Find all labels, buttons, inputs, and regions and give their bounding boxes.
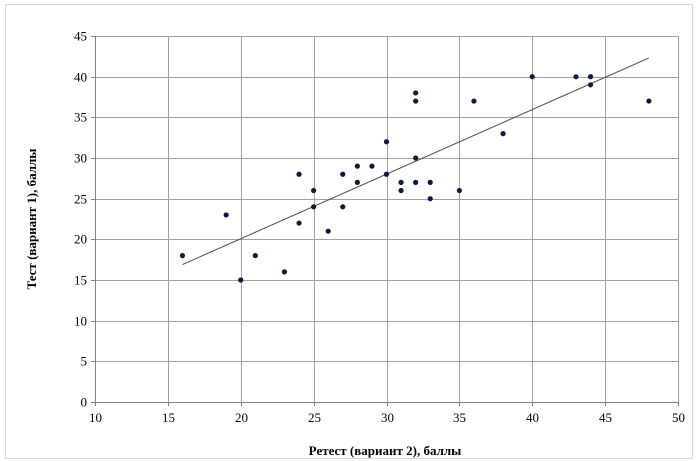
- data-point: [398, 187, 404, 194]
- data-point: [369, 163, 375, 169]
- data-point: [296, 220, 302, 226]
- data-point: [413, 90, 419, 96]
- y-tick-label: 15: [74, 273, 87, 288]
- y-tick-label: 35: [74, 110, 87, 125]
- y-tick-label: 45: [74, 29, 87, 44]
- x-tick-label: 10: [89, 410, 102, 425]
- data-point: [471, 98, 477, 104]
- trendline: [182, 57, 650, 266]
- data-point: [223, 212, 229, 218]
- data-point: [456, 187, 462, 194]
- data-point: [354, 163, 360, 169]
- data-points: [179, 74, 652, 283]
- trendline-layer: [182, 57, 650, 266]
- tick-labels: 0 5 10 15 20 25 30 35 40 45 10 15 20 25 30 35 40 45 50: [74, 29, 685, 426]
- data-point: [587, 82, 594, 88]
- data-point: [500, 131, 506, 137]
- data-point: [354, 179, 360, 185]
- data-point: [179, 253, 186, 259]
- x-tick-label: 50: [672, 410, 685, 425]
- data-point: [340, 204, 346, 210]
- x-tick-label: 35: [453, 410, 466, 425]
- data-point: [383, 171, 390, 177]
- data-point: [238, 277, 244, 283]
- data-point: [573, 74, 579, 80]
- axis-layer: [91, 36, 679, 406]
- data-point: [427, 196, 433, 202]
- x-tick-label: 25: [308, 410, 321, 425]
- chart-frame: [5, 4, 693, 459]
- data-point: [296, 171, 302, 177]
- x-tick-label: 20: [235, 410, 248, 425]
- data-point: [383, 139, 390, 145]
- data-point: [252, 253, 258, 259]
- x-tick-label: 15: [162, 410, 175, 425]
- data-point: [646, 98, 652, 104]
- y-tick-label: 20: [74, 232, 87, 247]
- x-axis-title: Ретест (вариант 2), баллы: [309, 443, 462, 458]
- y-tick-label: 5: [81, 354, 88, 369]
- y-tick-label: 0: [81, 395, 88, 410]
- y-tick-label: 30: [74, 151, 87, 166]
- y-tick-label: 10: [74, 314, 87, 329]
- data-point: [398, 179, 404, 185]
- y-axis-title: Тест (вариант 1), баллы: [24, 149, 39, 290]
- y-tick-label: 40: [74, 70, 87, 85]
- x-tick-label: 40: [526, 410, 539, 425]
- data-point: [281, 269, 288, 275]
- data-point: [413, 179, 419, 185]
- x-tick-label: 45: [599, 410, 612, 425]
- data-point: [340, 171, 346, 177]
- data-point: [413, 98, 419, 104]
- data-point: [413, 155, 419, 161]
- data-point: [587, 74, 594, 80]
- data-point: [427, 179, 433, 185]
- x-tick-label: 30: [381, 410, 394, 425]
- grid-layer: [95, 36, 679, 402]
- data-point: [311, 187, 317, 194]
- data-point: [311, 204, 317, 210]
- data-point: [529, 74, 535, 80]
- y-tick-label: 25: [74, 192, 87, 207]
- data-point: [325, 228, 331, 234]
